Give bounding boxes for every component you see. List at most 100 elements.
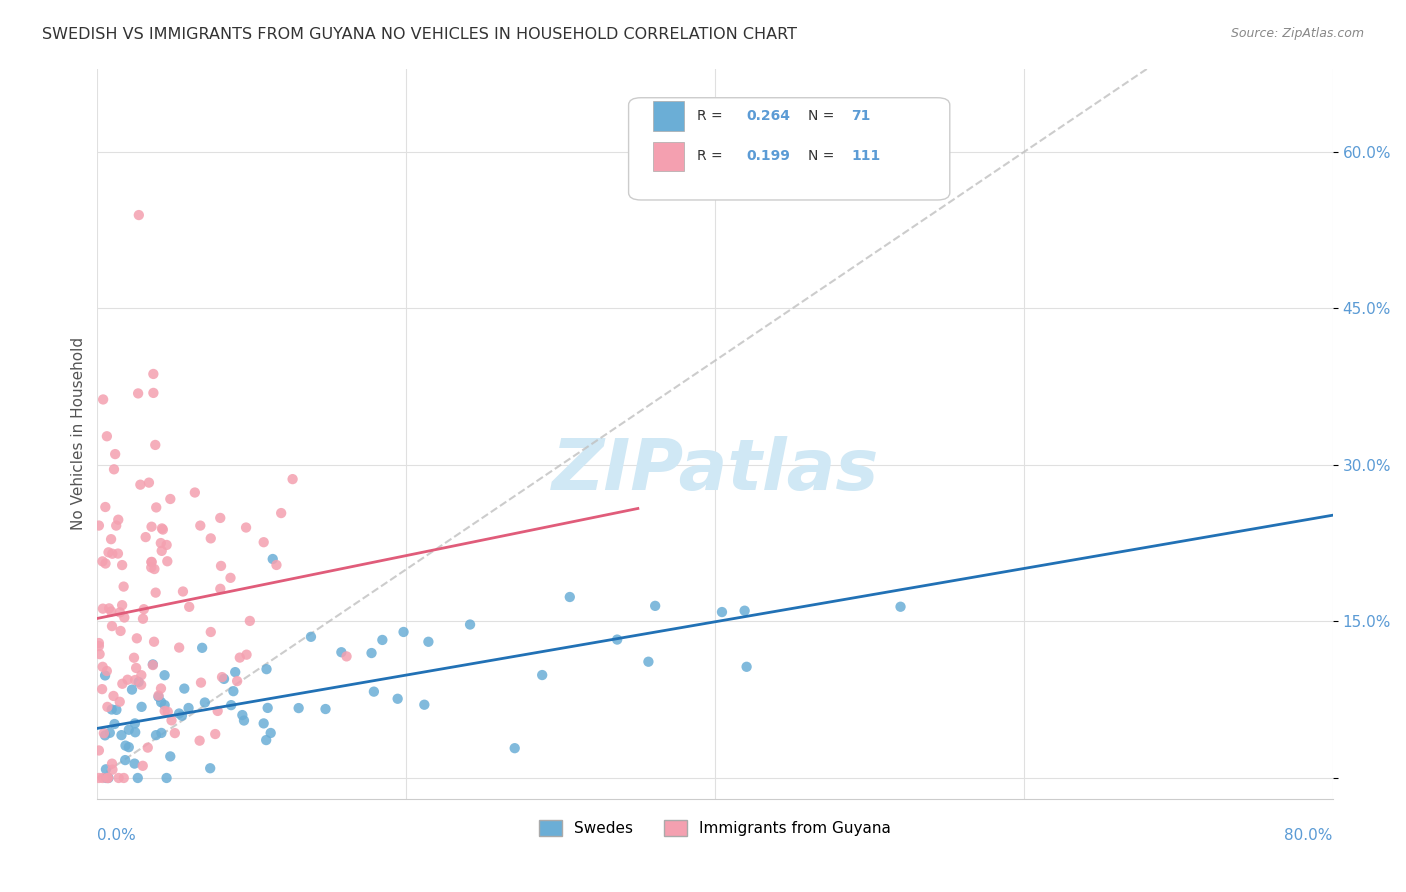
Immigrants from Guyana: [107, 513, 129, 527]
Immigrants from Guyana: [100, 604, 122, 618]
Swedes: [131, 699, 153, 714]
Text: 71: 71: [851, 109, 870, 123]
Immigrants from Guyana: [190, 675, 212, 690]
Immigrants from Guyana: [91, 771, 114, 785]
Immigrants from Guyana: [149, 681, 172, 696]
Immigrants from Guyana: [188, 518, 211, 533]
Immigrants from Guyana: [91, 660, 114, 674]
Swedes: [127, 771, 149, 785]
Text: 111: 111: [851, 149, 880, 163]
Swedes: [98, 726, 121, 740]
Swedes: [148, 690, 170, 704]
Swedes: [105, 703, 128, 717]
Immigrants from Guyana: [163, 726, 186, 740]
Immigrants from Guyana: [219, 571, 242, 585]
Immigrants from Guyana: [148, 689, 170, 703]
Swedes: [254, 733, 277, 747]
Immigrants from Guyana: [142, 367, 165, 381]
Immigrants from Guyana: [150, 521, 173, 535]
Swedes: [159, 749, 181, 764]
Immigrants from Guyana: [136, 740, 159, 755]
Immigrants from Guyana: [98, 601, 121, 615]
Swedes: [94, 728, 117, 742]
Immigrants from Guyana: [188, 733, 211, 747]
Immigrants from Guyana: [150, 544, 173, 558]
Immigrants from Guyana: [101, 756, 124, 771]
Swedes: [167, 706, 190, 721]
Swedes: [387, 691, 409, 706]
Swedes: [256, 662, 278, 676]
Swedes: [118, 740, 141, 755]
Swedes: [503, 741, 526, 756]
Immigrants from Guyana: [91, 392, 114, 407]
Immigrants from Guyana: [124, 673, 146, 687]
Immigrants from Guyana: [143, 562, 166, 576]
Immigrants from Guyana: [96, 429, 118, 443]
Immigrants from Guyana: [101, 619, 124, 633]
Immigrants from Guyana: [110, 624, 132, 638]
Immigrants from Guyana: [111, 558, 134, 572]
Immigrants from Guyana: [160, 714, 183, 728]
Swedes: [100, 702, 122, 716]
Immigrants from Guyana: [108, 605, 131, 619]
Swedes: [418, 634, 440, 648]
Swedes: [194, 696, 217, 710]
Immigrants from Guyana: [141, 555, 163, 569]
Text: 80.0%: 80.0%: [1285, 828, 1333, 843]
Immigrants from Guyana: [200, 625, 222, 640]
Immigrants from Guyana: [111, 598, 134, 612]
Immigrants from Guyana: [200, 532, 222, 546]
Y-axis label: No Vehicles in Household: No Vehicles in Household: [72, 337, 86, 530]
Swedes: [142, 657, 165, 672]
Immigrants from Guyana: [209, 558, 232, 573]
Swedes: [118, 723, 141, 737]
Immigrants from Guyana: [141, 519, 163, 533]
Swedes: [644, 599, 666, 613]
Swedes: [128, 675, 150, 690]
Immigrants from Guyana: [89, 647, 111, 661]
Immigrants from Guyana: [96, 699, 118, 714]
Swedes: [191, 640, 214, 655]
Swedes: [256, 701, 278, 715]
Immigrants from Guyana: [266, 558, 288, 572]
Immigrants from Guyana: [142, 658, 165, 673]
Immigrants from Guyana: [87, 636, 110, 650]
Swedes: [124, 725, 146, 739]
Immigrants from Guyana: [156, 538, 179, 552]
Immigrants from Guyana: [87, 518, 110, 533]
Immigrants from Guyana: [127, 386, 149, 401]
Immigrants from Guyana: [112, 771, 135, 785]
Swedes: [198, 761, 221, 775]
Swedes: [96, 771, 118, 785]
Immigrants from Guyana: [122, 650, 145, 665]
Immigrants from Guyana: [97, 771, 120, 785]
Immigrants from Guyana: [104, 447, 127, 461]
Immigrants from Guyana: [108, 695, 131, 709]
Swedes: [114, 753, 136, 767]
Immigrants from Guyana: [141, 555, 163, 569]
Swedes: [153, 698, 176, 712]
Immigrants from Guyana: [211, 670, 233, 684]
Swedes: [299, 630, 322, 644]
Immigrants from Guyana: [91, 554, 114, 568]
Immigrants from Guyana: [101, 763, 124, 777]
Swedes: [145, 728, 167, 742]
Swedes: [150, 695, 173, 709]
Swedes: [413, 698, 436, 712]
Immigrants from Guyana: [125, 632, 148, 646]
Immigrants from Guyana: [135, 530, 157, 544]
Swedes: [110, 728, 132, 742]
Immigrants from Guyana: [103, 462, 125, 476]
Swedes: [155, 771, 177, 785]
Immigrants from Guyana: [172, 584, 194, 599]
Immigrants from Guyana: [207, 704, 229, 718]
Immigrants from Guyana: [105, 518, 128, 533]
Swedes: [121, 682, 143, 697]
Immigrants from Guyana: [91, 682, 114, 697]
Text: N =: N =: [807, 109, 838, 123]
Immigrants from Guyana: [226, 674, 249, 689]
Text: 0.199: 0.199: [747, 149, 790, 163]
Immigrants from Guyana: [112, 610, 135, 624]
Swedes: [231, 708, 253, 723]
Swedes: [287, 701, 309, 715]
